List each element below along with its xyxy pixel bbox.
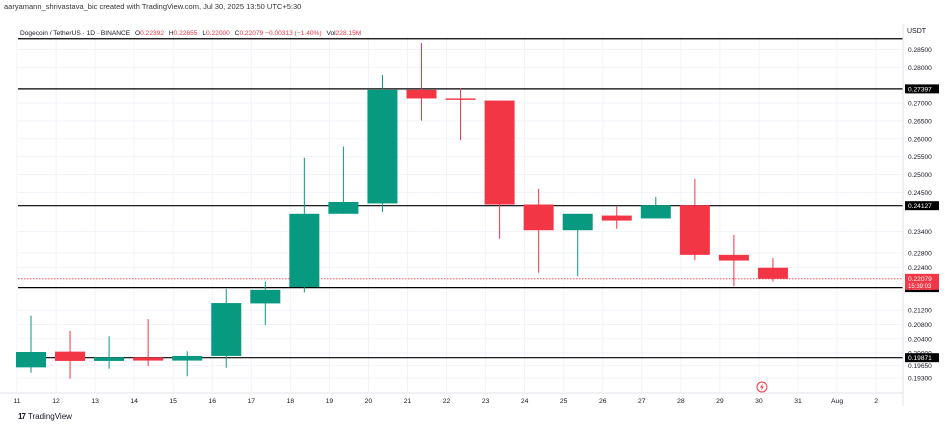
change-value: −0.00313 (−1.40%) — [265, 30, 322, 37]
y-tick-label: 0.22800 — [908, 251, 932, 258]
x-tick-label: 2 — [874, 398, 878, 405]
high-label: H — [168, 30, 174, 37]
last-price-label: 0.22079 — [908, 276, 932, 283]
volume-value: 228.15M — [335, 30, 362, 37]
x-axis: 11 12 13 14 15 16 17 18 19 20 21 22 23 24 25 26 27 28 29 30… — [0, 392, 903, 405]
candle-body — [445, 98, 476, 100]
y-tick-label: 0.21200 — [908, 308, 932, 315]
candle-body — [484, 100, 515, 205]
x-tick-label: Aug — [831, 398, 843, 405]
level-label-bg — [905, 84, 939, 94]
countdown-label: 15:39:03 — [908, 284, 932, 290]
close-label: C — [234, 30, 240, 37]
y-tick-label: 0.25500 — [908, 154, 932, 161]
candle-body — [172, 355, 203, 361]
y-tick-label: 0.25000 — [908, 172, 932, 179]
x-tick-label: 27 — [638, 398, 646, 405]
x-tick-label: 28 — [677, 398, 685, 405]
y-tick-label: 0.27000 — [908, 101, 932, 108]
candle-body — [601, 215, 632, 221]
y-tick-label: 0.20400 — [908, 336, 932, 343]
candle-body — [757, 267, 788, 279]
high-value: 0.22655 — [173, 30, 198, 37]
x-tick-label: 26 — [599, 398, 607, 405]
x-tick-label: 23 — [482, 398, 490, 405]
candle-body — [94, 357, 125, 361]
x-tick-label: 25 — [560, 398, 568, 405]
y-tick-label: 0.23400 — [908, 229, 932, 236]
x-tick-label: 14 — [130, 398, 138, 405]
x-tick-label: 30 — [755, 398, 763, 405]
x-tick-label: 20 — [365, 398, 373, 405]
candle-body — [640, 205, 671, 219]
y-tick-label: 0.26500 — [908, 118, 932, 125]
candle-body — [718, 254, 749, 261]
x-tick-label: 31 — [794, 398, 802, 405]
x-tick-label: 12 — [52, 398, 60, 405]
x-tick-label: 17 — [248, 398, 256, 405]
level-label: 0.27397 — [908, 86, 932, 93]
x-tick-label: 19 — [326, 398, 334, 405]
x-tick-label: 22 — [443, 398, 451, 405]
grid-lines — [16, 36, 903, 392]
axis-unit-label: USDT — [907, 28, 927, 35]
open-value: 0.22392 — [140, 30, 165, 37]
last-price-label-bg — [905, 273, 939, 290]
close-value: 0.22079 — [239, 30, 264, 37]
candle-body — [211, 303, 242, 356]
candle-body — [16, 352, 46, 368]
candle-body — [562, 213, 593, 231]
chart-credit: aaryamann_shrivastava_bic created with T… — [4, 2, 302, 11]
candle-body — [367, 89, 398, 204]
low-value: 0.22000 — [205, 30, 230, 37]
low-label: L — [202, 30, 206, 37]
level-label-bg — [905, 353, 939, 363]
y-tick-label: 0.28500 — [908, 47, 932, 54]
flash-icon[interactable] — [756, 381, 768, 393]
y-tick-label: 0.24500 — [908, 190, 932, 197]
level-label-bg — [905, 201, 939, 211]
candle-body — [250, 289, 281, 304]
horizontal-levels: 0.273970.241270.218330.198710.2207915:39… — [18, 38, 939, 363]
candle-body — [133, 357, 164, 361]
candle-body — [406, 89, 437, 99]
candle-body — [679, 205, 710, 255]
y-tick-label: 0.20800 — [908, 322, 932, 329]
symbol-legend: Dogecoin / TetherUS · 1D · BINANCE O0.22… — [20, 30, 361, 37]
x-tick-label: 29 — [716, 398, 724, 405]
x-tick-label: 18 — [287, 398, 295, 405]
candle-body — [289, 213, 320, 287]
y-tick-label: 0.19300 — [908, 376, 932, 383]
level-label: 0.24127 — [908, 203, 932, 210]
symbol-name[interactable]: Dogecoin / TetherUS · 1D · BINANCE — [20, 30, 131, 37]
y-tick-label: 0.20000 — [908, 351, 932, 358]
tradingview-brand: 17 TradingView — [18, 412, 72, 421]
tradingview-logo-icon: 17 — [18, 412, 26, 421]
brand-name: TradingView — [27, 412, 72, 421]
x-tick-label: 16 — [208, 398, 216, 405]
flash-icon-bolt — [759, 383, 764, 391]
y-tick-label: 0.28000 — [908, 65, 932, 72]
y-tick-label: 0.19650 — [908, 363, 932, 370]
candle-body — [328, 202, 359, 214]
y-axis: 0.28500 0.28000 0.27000 0.26500 0.26000 0.255… — [902, 24, 932, 406]
candle-body — [523, 204, 554, 231]
x-tick-label: 13 — [91, 398, 99, 405]
x-tick-label: 21 — [404, 398, 412, 405]
x-tick-label: 24 — [521, 398, 529, 405]
level-label: 0.19871 — [908, 355, 932, 362]
candle-body — [55, 351, 86, 361]
x-tick-label: 15 — [169, 398, 177, 405]
volume-label: Vol — [326, 30, 336, 37]
open-label: O — [135, 30, 141, 37]
y-tick-label: 0.26000 — [908, 136, 932, 143]
x-tick-label: 11 — [13, 398, 20, 405]
y-tick-label: 0.22400 — [908, 265, 932, 272]
candles — [16, 43, 788, 379]
